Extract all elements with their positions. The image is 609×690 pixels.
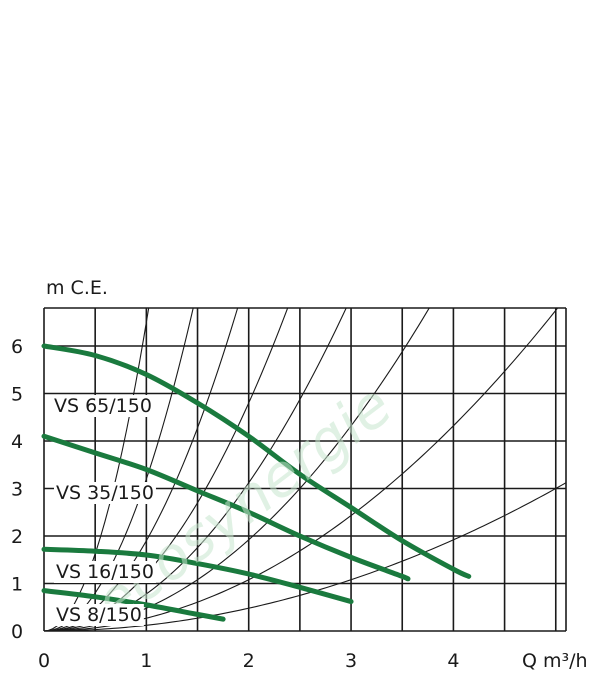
y-tick-label: 5 (11, 384, 23, 406)
series-label: VS 16/150 (56, 561, 154, 583)
series-line-4 (41, 588, 226, 622)
series-labels: VS 65/150 VS 35/150 VS 16/150 VS 8/150 (52, 395, 156, 626)
x-tick-label: 0 (38, 650, 50, 672)
y-axis-title: m C.E. (46, 277, 108, 299)
x-tick-label: 4 (447, 650, 459, 672)
x-tick-label: 3 (345, 650, 357, 672)
y-tick-label: 6 (11, 336, 23, 358)
pump-series (41, 343, 472, 622)
series-line-1 (41, 343, 472, 579)
series-label-bg (54, 482, 156, 504)
x-tick-label: 1 (140, 650, 152, 672)
system-curve (44, 482, 566, 631)
series-label-bg (52, 395, 154, 417)
y-tick-label: 0 (11, 621, 23, 643)
x-tick-label: 2 (243, 650, 255, 672)
series-label-bg (54, 604, 144, 626)
series-label: VS 35/150 (56, 482, 154, 504)
y-tick-labels: 0 1 2 3 4 5 6 (11, 336, 23, 643)
y-tick-label: 3 (11, 479, 23, 501)
x-axis-title: Q m³/h (522, 650, 588, 672)
y-tick-label: 1 (11, 574, 23, 596)
series-label-bg (54, 561, 156, 583)
series-line-3 (41, 546, 354, 605)
y-tick-label: 4 (11, 431, 23, 453)
grid (43, 307, 567, 632)
y-tick-label: 2 (11, 526, 23, 548)
series-label: VS 65/150 (54, 395, 152, 417)
series-line-2 (41, 433, 411, 582)
x-tick-labels: 0 1 2 3 4 (38, 650, 460, 672)
series-label: VS 8/150 (56, 604, 142, 626)
